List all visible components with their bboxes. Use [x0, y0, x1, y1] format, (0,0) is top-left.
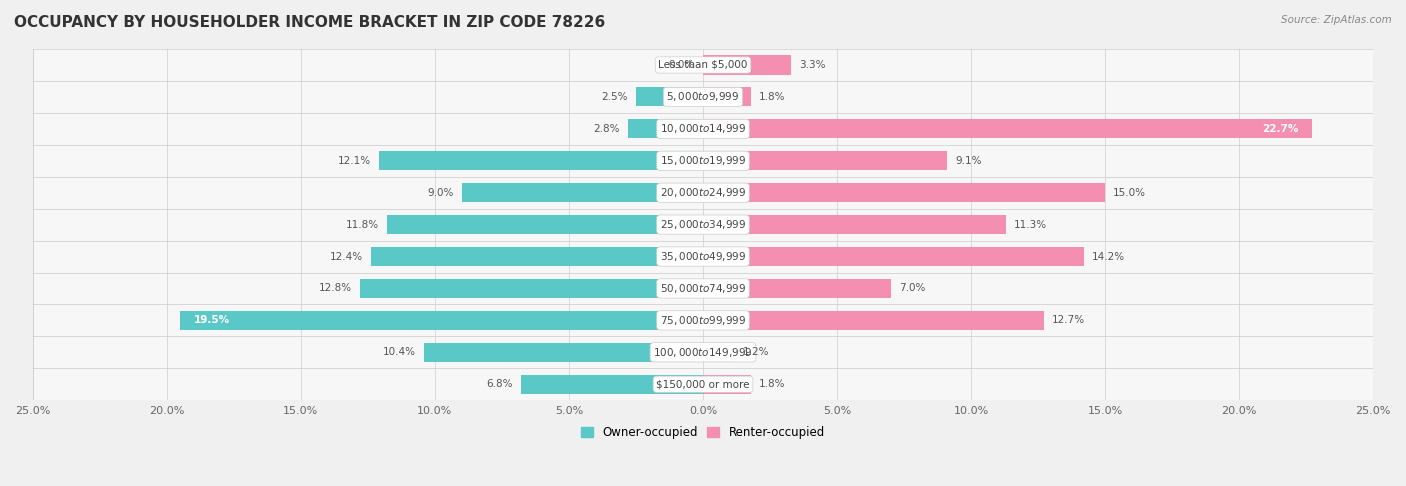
Bar: [703, 55, 792, 74]
Text: OCCUPANCY BY HOUSEHOLDER INCOME BRACKET IN ZIP CODE 78226: OCCUPANCY BY HOUSEHOLDER INCOME BRACKET …: [14, 15, 606, 30]
Text: 15.0%: 15.0%: [1114, 188, 1146, 198]
Bar: [703, 343, 735, 362]
Bar: [360, 279, 703, 298]
Bar: [703, 87, 751, 106]
Text: $10,000 to $14,999: $10,000 to $14,999: [659, 122, 747, 135]
Text: Less than $5,000: Less than $5,000: [658, 60, 748, 70]
Text: 1.8%: 1.8%: [759, 92, 786, 102]
Text: $75,000 to $99,999: $75,000 to $99,999: [659, 314, 747, 327]
Bar: [32, 113, 1374, 145]
Text: 19.5%: 19.5%: [194, 315, 229, 326]
Text: 9.0%: 9.0%: [427, 188, 454, 198]
Bar: [703, 151, 948, 170]
Text: 12.7%: 12.7%: [1052, 315, 1084, 326]
Bar: [32, 208, 1374, 241]
Bar: [628, 119, 703, 139]
Bar: [520, 375, 703, 394]
Text: 9.1%: 9.1%: [955, 156, 981, 166]
Text: 2.5%: 2.5%: [602, 92, 628, 102]
Bar: [703, 311, 1043, 330]
Text: 12.4%: 12.4%: [329, 252, 363, 261]
Text: 1.8%: 1.8%: [759, 379, 786, 389]
Bar: [371, 247, 703, 266]
Bar: [703, 375, 751, 394]
Legend: Owner-occupied, Renter-occupied: Owner-occupied, Renter-occupied: [576, 421, 830, 444]
Bar: [32, 273, 1374, 304]
Bar: [32, 49, 1374, 81]
Text: Source: ZipAtlas.com: Source: ZipAtlas.com: [1281, 15, 1392, 25]
Bar: [32, 145, 1374, 177]
Bar: [703, 215, 1005, 234]
Text: 10.4%: 10.4%: [382, 347, 416, 357]
Bar: [32, 81, 1374, 113]
Text: $20,000 to $24,999: $20,000 to $24,999: [659, 186, 747, 199]
Bar: [387, 215, 703, 234]
Bar: [180, 311, 703, 330]
Text: 6.8%: 6.8%: [486, 379, 513, 389]
Bar: [425, 343, 703, 362]
Bar: [32, 304, 1374, 336]
Bar: [703, 247, 1084, 266]
Text: 11.8%: 11.8%: [346, 220, 378, 229]
Bar: [378, 151, 703, 170]
Text: $100,000 to $149,999: $100,000 to $149,999: [654, 346, 752, 359]
Text: 7.0%: 7.0%: [898, 283, 925, 294]
Text: 14.2%: 14.2%: [1092, 252, 1125, 261]
Bar: [461, 183, 703, 202]
Text: $35,000 to $49,999: $35,000 to $49,999: [659, 250, 747, 263]
Text: 12.8%: 12.8%: [319, 283, 352, 294]
Bar: [703, 183, 1105, 202]
Text: 3.3%: 3.3%: [800, 60, 825, 70]
Text: $15,000 to $19,999: $15,000 to $19,999: [659, 154, 747, 167]
Bar: [32, 241, 1374, 273]
Text: 1.2%: 1.2%: [744, 347, 769, 357]
Text: 22.7%: 22.7%: [1261, 124, 1298, 134]
Text: $150,000 or more: $150,000 or more: [657, 379, 749, 389]
Text: $50,000 to $74,999: $50,000 to $74,999: [659, 282, 747, 295]
Bar: [703, 119, 1312, 139]
Text: $5,000 to $9,999: $5,000 to $9,999: [666, 90, 740, 104]
Bar: [32, 177, 1374, 208]
Bar: [32, 336, 1374, 368]
Bar: [703, 279, 890, 298]
Text: $25,000 to $34,999: $25,000 to $34,999: [659, 218, 747, 231]
Text: 11.3%: 11.3%: [1014, 220, 1047, 229]
Text: 0.0%: 0.0%: [669, 60, 695, 70]
Bar: [636, 87, 703, 106]
Bar: [32, 368, 1374, 400]
Text: 12.1%: 12.1%: [337, 156, 371, 166]
Text: 2.8%: 2.8%: [593, 124, 620, 134]
